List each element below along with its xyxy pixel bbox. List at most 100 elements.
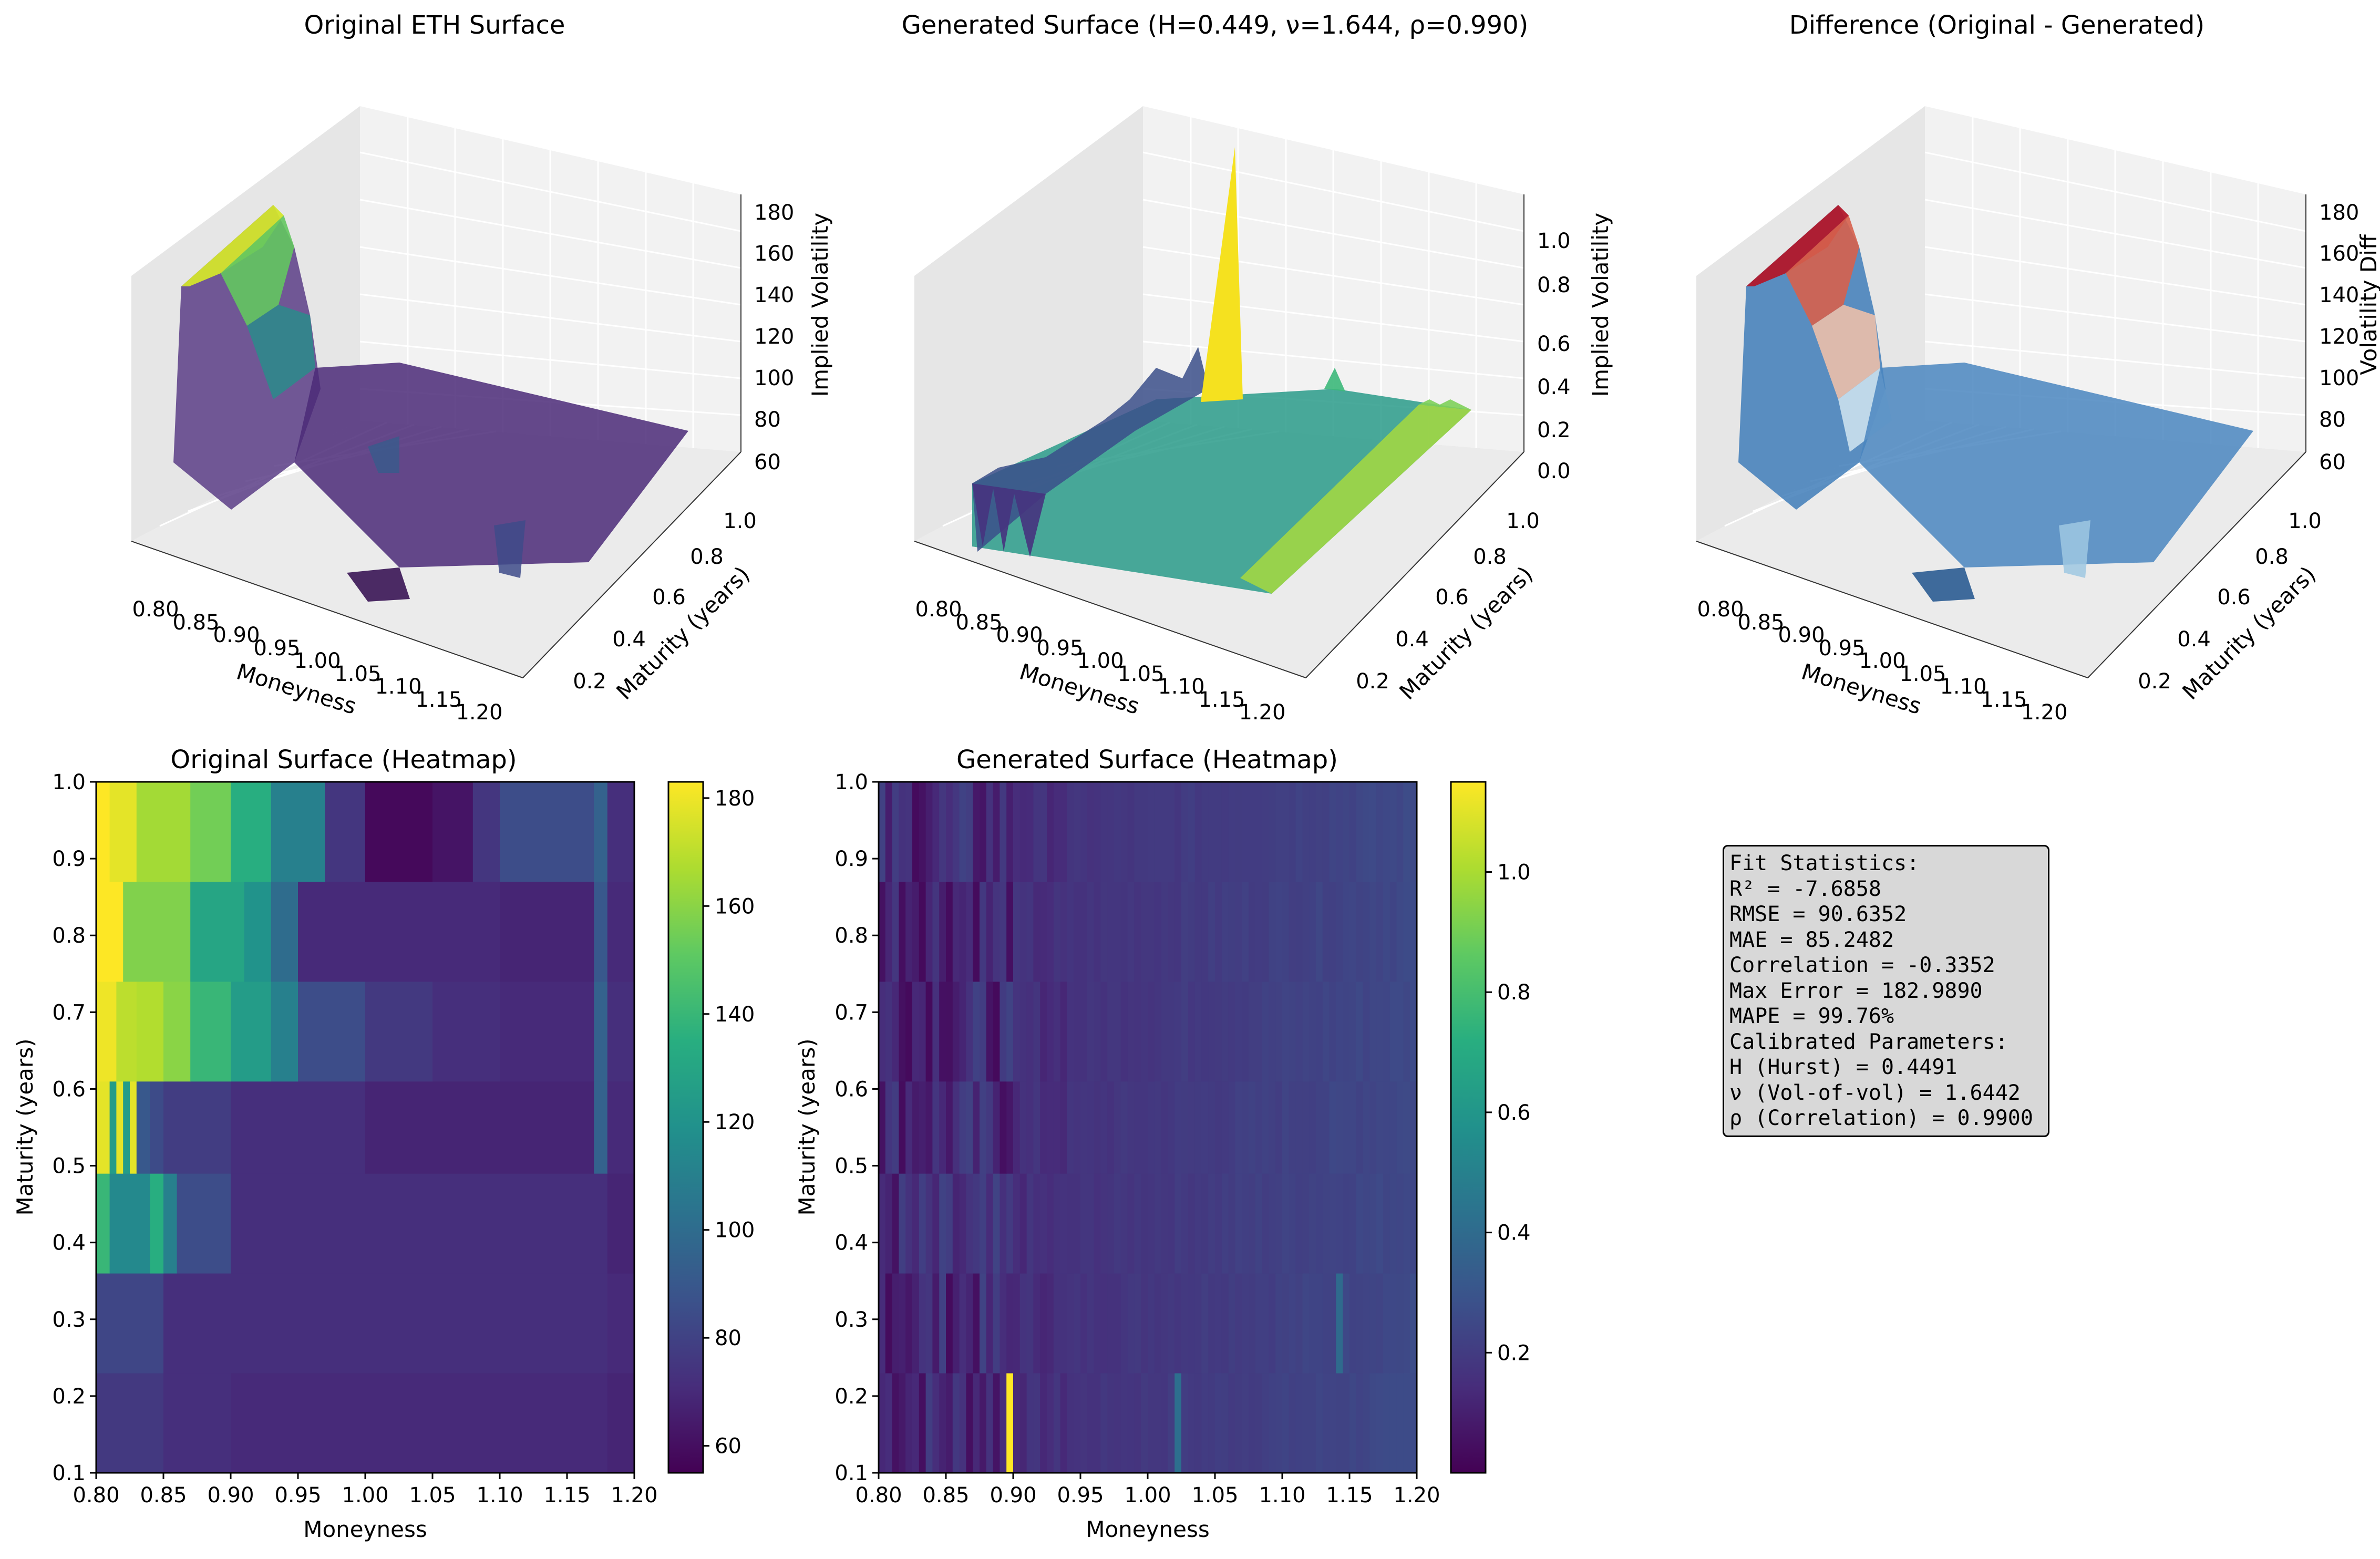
heatmap-cell xyxy=(973,881,980,982)
colorbar xyxy=(667,781,704,1474)
heatmap-cell xyxy=(1194,782,1202,882)
heatmap-cell xyxy=(912,1081,920,1174)
heatmap-cell xyxy=(1127,1273,1135,1374)
heatmap-cell xyxy=(1389,1273,1397,1374)
heatmap-cell xyxy=(1282,782,1290,882)
heatmap-cell xyxy=(1168,1373,1175,1473)
chart-title: Generated Surface (H=0.449, ν=1.644, ρ=0… xyxy=(902,11,1529,40)
heatmap-cell xyxy=(1194,1173,1202,1274)
tick-label: 0.8 xyxy=(52,924,86,948)
tick-label: 0.85 xyxy=(172,611,219,635)
heatmap-cell xyxy=(130,1081,137,1174)
axis-lines xyxy=(1696,194,2306,678)
heatmap-cell xyxy=(177,1173,231,1274)
z-ticks: 60 80 100 120 140 160 180 xyxy=(2319,201,2359,474)
surface-patch xyxy=(1812,305,1880,399)
heatmap-cell xyxy=(1363,1173,1370,1274)
heatmap-cell xyxy=(1215,881,1222,982)
tick-label: 1.00 xyxy=(1859,649,1905,673)
stats-line: RMSE = 90.6352 xyxy=(1729,902,1907,926)
heatmap-cell xyxy=(1114,981,1121,1082)
chart-title: Original ETH Surface xyxy=(304,11,565,40)
heatmap-cell xyxy=(1309,1173,1316,1274)
heatmap-cell xyxy=(1275,981,1283,1082)
heatmap-cell xyxy=(1383,1373,1390,1473)
tick-label: 120 xyxy=(2319,325,2359,349)
heatmap-cell xyxy=(879,1173,886,1274)
heatmap-cell xyxy=(980,1081,987,1174)
heatmap-cell xyxy=(966,1273,973,1374)
heatmap-cell xyxy=(1322,782,1330,882)
heatmap-cell xyxy=(1249,981,1256,1082)
stats-line: Max Error = 182.9890 xyxy=(1729,978,1983,1003)
heatmap-cell xyxy=(1363,881,1370,982)
heatmap-cell xyxy=(1148,881,1155,982)
heatmap-cell xyxy=(1343,881,1350,982)
heatmap-cell xyxy=(1000,1081,1007,1174)
heatmap-cell xyxy=(1181,1173,1189,1274)
heatmap-cell xyxy=(1369,782,1377,882)
heatmap-cell xyxy=(1033,782,1040,882)
heatmap-cell xyxy=(1127,782,1135,882)
tick-label: 0.1 xyxy=(834,1461,868,1485)
heatmap-cell xyxy=(1013,981,1021,1082)
tick-label: 0.85 xyxy=(922,1483,969,1508)
tick-label: 0.95 xyxy=(1818,636,1865,660)
tick-label: 0.4 xyxy=(52,1231,86,1255)
heatmap-cell xyxy=(298,881,500,982)
heatmap-cell xyxy=(980,881,987,982)
heatmap-cell xyxy=(1396,1081,1404,1174)
heatmap-cell xyxy=(919,782,926,882)
heatmap-cell xyxy=(1269,881,1276,982)
heatmap-cell xyxy=(1053,1081,1061,1174)
heatmap-cell xyxy=(993,881,1000,982)
heatmap-cell xyxy=(1194,981,1202,1082)
heatmap-cell xyxy=(1383,1273,1390,1374)
heatmap-cell xyxy=(1120,1173,1128,1274)
heatmap-cell xyxy=(1356,981,1364,1082)
heatmap-cell xyxy=(912,1173,920,1274)
heatmap-cell xyxy=(952,1373,960,1473)
tick-label: 80 xyxy=(715,1326,741,1350)
tick-label: 1.15 xyxy=(1198,688,1245,712)
heatmap-cell xyxy=(932,881,940,982)
heatmap-cell xyxy=(1356,881,1364,982)
heatmap-cell xyxy=(1376,981,1384,1082)
heatmap-cell xyxy=(1235,1081,1242,1174)
heatmap-cell xyxy=(607,782,635,882)
y-axis-label: Maturity (years) xyxy=(12,1038,38,1215)
heatmap-cells xyxy=(96,782,635,1473)
x-ticks: 0.80 0.85 0.90 0.95 1.00 1.05 1.10 1.15 1.20 xyxy=(73,1473,658,1508)
heatmap-cell xyxy=(1208,881,1215,982)
heatmap-cell xyxy=(163,1273,608,1374)
heatmap-original: Original Surface (Heatmap) 0.80 0.85 0.90 0… xyxy=(12,745,755,1542)
heatmap-cell xyxy=(879,981,886,1082)
tick-label: 1.00 xyxy=(342,1483,388,1508)
heatmap-cell xyxy=(1383,1081,1390,1174)
heatmap-cell xyxy=(1141,1373,1148,1473)
heatmap-cell xyxy=(925,981,933,1082)
heatmap-cell xyxy=(1221,1081,1229,1174)
heatmap-cell xyxy=(96,981,117,1082)
tick-label: 120 xyxy=(754,325,794,349)
heatmap-cell xyxy=(899,1373,906,1473)
z-axis-label: Implied Volatility xyxy=(1588,213,1613,397)
tick-label: 0.1 xyxy=(52,1461,86,1485)
heatmap-cell xyxy=(1120,1273,1128,1374)
surface-patch xyxy=(494,520,526,578)
tick-label: 0.8 xyxy=(1473,545,1507,569)
heatmap-cell xyxy=(1221,1273,1229,1374)
heatmap-cell xyxy=(163,981,191,1082)
heatmap-cell xyxy=(1019,782,1027,882)
z-ticks: 60 80 100 120 140 160 180 xyxy=(754,201,794,474)
tick-label: 0.80 xyxy=(915,597,962,622)
heatmap-cell xyxy=(1242,1273,1249,1374)
heatmap-cell xyxy=(952,981,960,1082)
heatmap-cell xyxy=(1208,1273,1215,1374)
heatmap-cell xyxy=(1094,1373,1101,1473)
heatmap-cell xyxy=(1013,1173,1021,1274)
heatmap-cell xyxy=(1396,1173,1404,1274)
heatmap-cell xyxy=(1295,782,1303,882)
heatmap-cell xyxy=(973,1273,980,1374)
heatmap-cell xyxy=(1215,1081,1222,1174)
